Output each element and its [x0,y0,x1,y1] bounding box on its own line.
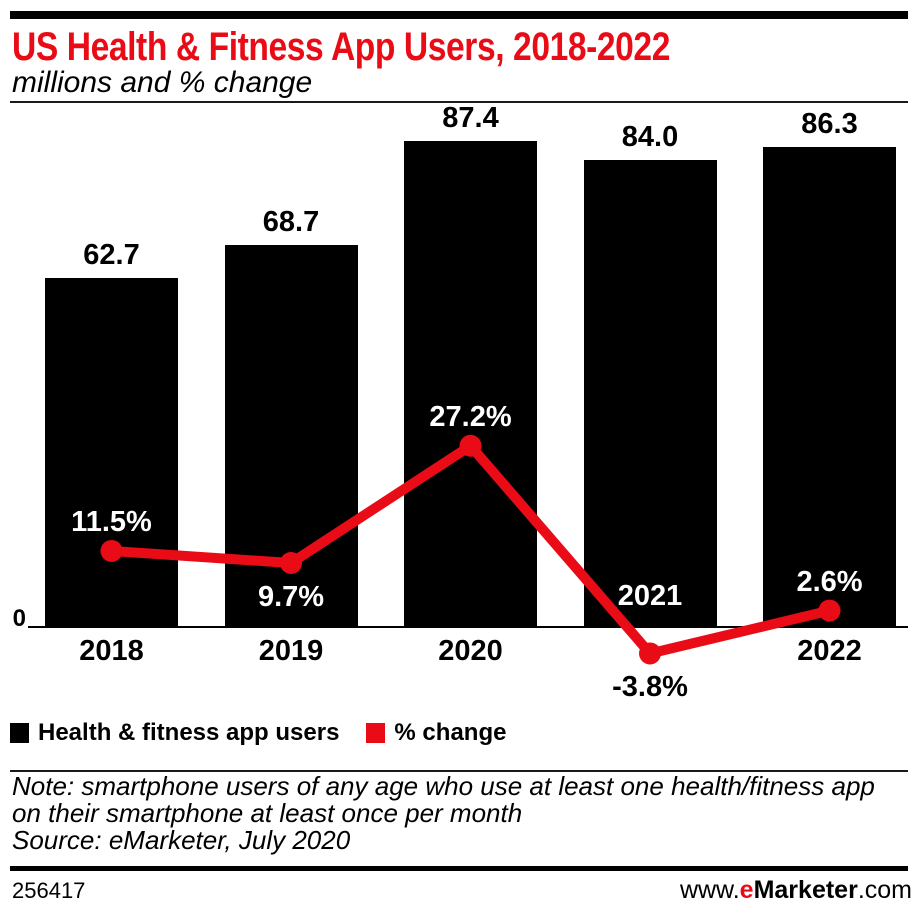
source-text: Source: eMarketer, July 2020 [12,825,351,855]
url-prefix: www. [679,876,740,904]
x-tick-label-2019: 2019 [258,635,324,667]
bar-2021 [583,160,717,627]
bar-value-label-2022: 86.3 [801,108,858,140]
x-tick-label-2018: 2018 [79,635,144,667]
bar-value-label-2020: 87.4 [442,102,499,134]
top-accent-bar [10,11,908,19]
line-segment [106,440,835,659]
header-divider [10,101,908,103]
legend-swatch-line [366,723,386,743]
x-tick-label-2022: 2022 [797,635,862,667]
chart-id: 256417 [12,878,86,903]
url-suffix: .com [857,876,912,904]
footer-divider [10,866,908,871]
line-point-2019 [280,552,302,575]
x-tick-label-2020: 2020 [438,635,503,667]
line-point-2021 [639,642,661,665]
bar-2020 [404,141,537,627]
footer: 256417 www.eMarketer.com [12,877,912,904]
x-axis-line [28,626,908,628]
line-value-label-2021: -3.8% [612,671,688,704]
line-value-label-2018: 11.5% [71,505,152,538]
line-point-2018 [100,539,123,562]
bar-value-label-2018: 62.7 [83,239,140,271]
chart-area: 62.7 68.7 87.4 84.0 86.3 0 2018 2019 2020 2021 202… [0,103,922,703]
x-tick-label-2021: 2021 [617,580,683,612]
legend-swatch-bars [10,723,29,743]
note-divider [10,770,908,772]
page-subtitle: millions and % change [12,66,313,99]
line-point-2020 [459,434,482,457]
line-value-label-2020: 27.2% [429,400,512,433]
brand-accent-letter: e [739,876,754,904]
y-axis-zero-label: 0 [12,605,26,632]
line-point-2022 [818,599,841,622]
brand-rest: Marketer [753,876,858,904]
pct-change-line [100,434,841,665]
bar-2022 [763,147,896,627]
legend-label-line: % change [394,719,507,746]
bar-value-label-2021: 84.0 [621,121,679,153]
bar-value-label-2019: 68.7 [262,206,320,238]
note-block: Note: smartphone users of any age who us… [12,773,916,854]
note-text-line2: on their smartphone at least once per mo… [12,798,523,828]
website-link[interactable]: www.eMarketer.com [680,877,912,903]
chart-legend: Health & fitness app users % change [10,719,506,747]
line-value-label-2022: 2.6% [796,565,863,598]
bar-2018 [45,278,178,627]
page-title: US Health & Fitness App Users, 2018-2022 [12,25,670,69]
note-text-line1: Note: smartphone users of any age who us… [12,771,875,801]
line-value-label-2019: 9.7% [257,581,325,613]
legend-label-bars: Health & fitness app users [38,719,340,746]
